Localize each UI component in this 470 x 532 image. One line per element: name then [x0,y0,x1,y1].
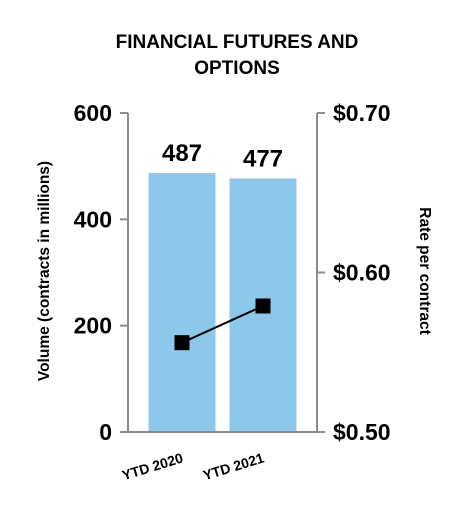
left-tick-label: 600 [74,100,112,126]
left-tick-label: 200 [74,313,112,339]
bar-ytd-2020 [148,173,216,432]
left-tick-label: 0 [99,419,112,445]
rate-line [181,305,264,344]
category-label: YTD 2021 [201,450,266,484]
chart-title-line-2: OPTIONS [194,58,280,79]
axes-layer [120,112,325,433]
rate-marker-ytd-2020 [174,335,190,351]
right-tick-label: $0.60 [333,260,391,286]
chart-title-line-1: FINANCIAL FUTURES AND [116,32,359,53]
bar-data-label: 477 [243,145,283,172]
rate-marker-ytd-2021 [255,298,271,314]
bars-layer [148,173,297,432]
left-tick-label: 400 [74,206,112,232]
right-tick-label: $0.70 [333,100,391,126]
bar-data-label: 487 [162,140,202,167]
left-axis-title: Volume (contracts in millions) [36,161,53,381]
category-label: YTD 2020 [120,450,185,484]
line-layer [174,298,271,351]
right-tick-label: $0.50 [333,419,391,445]
right-axis-title: Rate per contract [416,207,433,334]
